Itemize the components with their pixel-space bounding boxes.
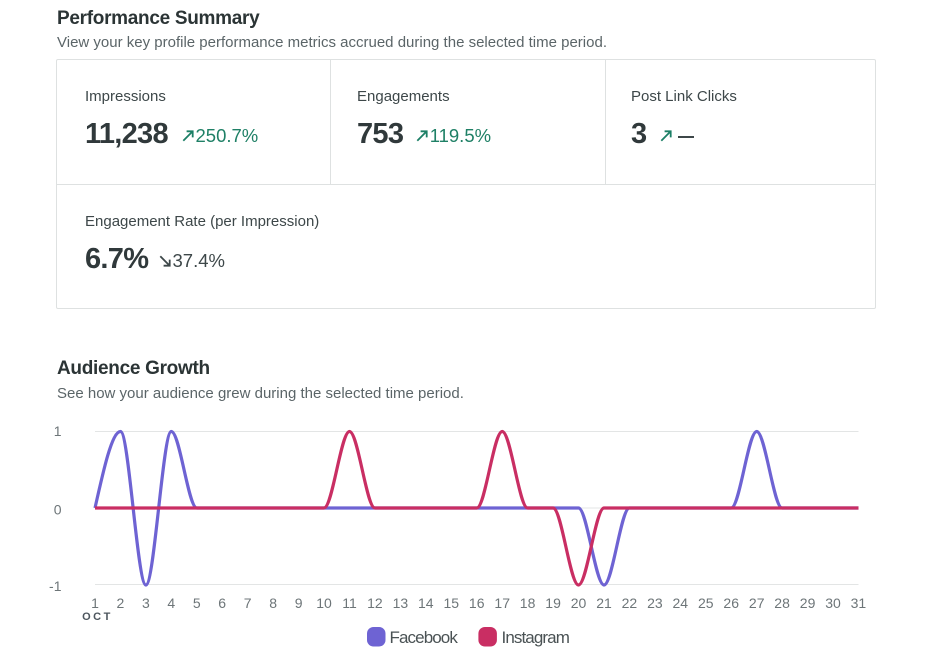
svg-text:6: 6 [218, 595, 226, 611]
svg-text:17: 17 [494, 595, 510, 611]
svg-text:18: 18 [520, 595, 536, 611]
svg-text:OCT: OCT [82, 611, 113, 623]
svg-text:3: 3 [142, 595, 150, 611]
svg-text:15: 15 [444, 595, 460, 611]
svg-text:13: 13 [393, 595, 409, 611]
svg-text:9: 9 [295, 595, 303, 611]
svg-text:Instagram: Instagram [502, 628, 570, 647]
svg-text:4: 4 [167, 595, 175, 611]
svg-text:12: 12 [367, 595, 383, 611]
svg-text:5: 5 [193, 595, 201, 611]
svg-text:1: 1 [54, 423, 62, 439]
svg-text:29: 29 [800, 595, 816, 611]
svg-text:26: 26 [723, 595, 739, 611]
svg-text:8: 8 [269, 595, 277, 611]
svg-text:31: 31 [851, 595, 867, 611]
svg-text:24: 24 [673, 595, 689, 611]
svg-text:10: 10 [316, 595, 332, 611]
svg-text:1: 1 [91, 595, 99, 611]
svg-text:11: 11 [342, 595, 357, 611]
svg-text:16: 16 [469, 595, 485, 611]
svg-text:14: 14 [418, 595, 434, 611]
svg-text:28: 28 [774, 595, 790, 611]
svg-text:21: 21 [596, 595, 612, 611]
svg-text:7: 7 [244, 595, 252, 611]
svg-text:Facebook: Facebook [390, 628, 459, 647]
svg-text:19: 19 [545, 595, 561, 611]
svg-text:22: 22 [622, 595, 638, 611]
svg-text:27: 27 [749, 595, 765, 611]
svg-text:30: 30 [825, 595, 841, 611]
svg-text:-1: -1 [49, 578, 62, 594]
svg-text:0: 0 [54, 502, 62, 518]
svg-text:20: 20 [571, 595, 587, 611]
svg-text:2: 2 [117, 595, 125, 611]
svg-text:25: 25 [698, 595, 714, 611]
svg-text:23: 23 [647, 595, 663, 611]
